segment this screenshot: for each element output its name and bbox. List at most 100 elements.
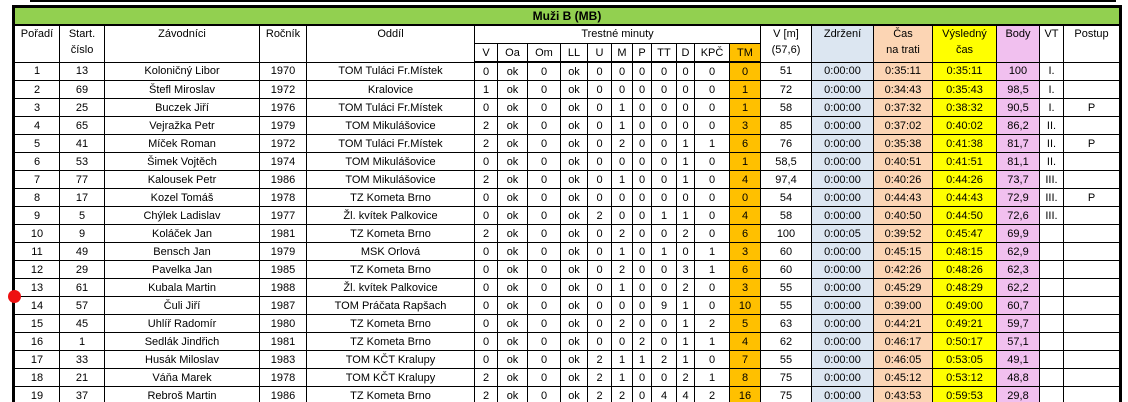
cell-pen-ll: ok	[560, 134, 588, 153]
cell-competitor-name: Chýlek Ladislav	[104, 206, 260, 225]
col-header-v-m: V [m] (57,6)	[760, 24, 812, 63]
cell-track-time: 0:40:26	[873, 170, 933, 189]
cell-pen-oa: ok	[497, 278, 528, 297]
cell-competitor-name: Kalousek Petr	[104, 170, 260, 189]
cell-track-time: 0:40:51	[873, 152, 933, 171]
cell-pen-kpc: 1	[694, 260, 730, 279]
cell-pen-kpc: 1	[694, 332, 730, 351]
cell-pen-oa: ok	[497, 242, 528, 261]
category-banner-row: Muži B (MB)	[13, 6, 1121, 26]
red-marker-dot	[8, 290, 21, 303]
cell-pen-tm: 1	[729, 98, 761, 117]
cell-pen-tm: 0	[729, 61, 761, 81]
cell-pen-ll: ok	[560, 278, 588, 297]
cell-pen-d: 1	[676, 332, 695, 351]
cell-pen-tm: 1	[729, 152, 761, 171]
cell-pen-d: 2	[676, 278, 695, 297]
cell-pen-tm: 6	[729, 134, 761, 153]
cell-pen-m: 1	[611, 170, 633, 189]
cell-pen-ll: ok	[560, 260, 588, 279]
cell-result-time: 0:49:00	[932, 296, 997, 315]
cell-pen-om: 0	[527, 278, 561, 297]
col-header-competitors: Závodníci	[104, 24, 260, 63]
cell-points: 86,2	[996, 116, 1040, 135]
cell-pen-d: 1	[676, 134, 695, 153]
cell-pen-kpc: 0	[694, 188, 730, 207]
cell-birth-year: 1986	[259, 386, 307, 402]
cell-club: MSK Orlová	[306, 242, 475, 261]
cell-pen-v: 0	[474, 332, 498, 351]
cell-pen-u: 0	[587, 332, 612, 351]
cell-track-time: 0:44:21	[873, 314, 933, 333]
cell-birth-year: 1986	[259, 170, 307, 189]
cell-points: 73,7	[996, 170, 1040, 189]
cell-pen-kpc: 0	[694, 278, 730, 297]
cell-vt	[1039, 224, 1064, 243]
cell-pen-oa: ok	[497, 314, 528, 333]
cell-competitor-name: Husák Miloslav	[104, 350, 260, 369]
cell-start-number: 65	[59, 116, 105, 135]
cell-pen-v: 2	[474, 134, 498, 153]
cell-delay: 0:00:00	[811, 206, 874, 225]
cell-v-m: 76	[760, 134, 812, 153]
table-row: 8 17 Kozel Tomáš 1978 TZ Kometa Brno 0 ok 0 ok 0 0…	[13, 188, 1121, 207]
cell-pen-d: 4	[676, 386, 695, 402]
cell-pen-d: 2	[676, 224, 695, 243]
results-tbody: 1 13 Koloničný Libor 1970 TOM Tuláci Fr.Míst…	[13, 61, 1121, 402]
cell-pen-om: 0	[527, 134, 561, 153]
cell-pen-om: 0	[527, 332, 561, 351]
cell-vt: II.	[1039, 116, 1064, 135]
cell-points: 49,1	[996, 350, 1040, 369]
cell-pen-u: 0	[587, 296, 612, 315]
cell-pen-d: 1	[676, 314, 695, 333]
cell-start-number: 37	[59, 386, 105, 402]
cell-pen-m: 2	[611, 224, 633, 243]
cell-track-time: 0:45:12	[873, 368, 933, 387]
cell-points: 62,2	[996, 278, 1040, 297]
cell-delay: 0:00:00	[811, 368, 874, 387]
cell-result-time: 0:44:50	[932, 206, 997, 225]
cell-rank: 16	[13, 332, 60, 351]
cell-pen-kpc: 2	[694, 314, 730, 333]
cell-pen-ll: ok	[560, 170, 588, 189]
cell-pen-kpc: 0	[694, 116, 730, 135]
cell-pen-u: 0	[587, 170, 612, 189]
cell-pen-oa: ok	[497, 386, 528, 402]
cell-pen-tt: 0	[651, 80, 677, 99]
table-row: 11 49 Bensch Jan 1979 MSK Orlová 0 ok 0 ok 0 1 0 1 0 1…	[13, 242, 1121, 261]
results-table: Muži B (MB) Pořadí Start. číslo Závodníc…	[12, 5, 1122, 402]
cell-delay: 0:00:00	[811, 242, 874, 261]
cell-pen-tm: 7	[729, 350, 761, 369]
cell-competitor-name: Vejražka Petr	[104, 116, 260, 135]
cell-track-time: 0:35:11	[873, 61, 933, 81]
cell-pen-p: 1	[632, 350, 652, 369]
cell-start-number: 17	[59, 188, 105, 207]
cell-advance	[1063, 206, 1121, 225]
cell-pen-v: 0	[474, 296, 498, 315]
cell-start-number: 5	[59, 206, 105, 225]
cell-pen-d: 0	[676, 80, 695, 99]
cell-result-time: 0:35:11	[932, 61, 997, 81]
cell-club: TZ Kometa Brno	[306, 386, 475, 402]
cell-pen-kpc: 0	[694, 350, 730, 369]
cell-vt	[1039, 332, 1064, 351]
cell-points: 60,7	[996, 296, 1040, 315]
cell-rank: 19	[13, 386, 60, 402]
cell-club: TOM Práčata Rapšach	[306, 296, 475, 315]
cell-club: Žl. kvítek Palkovice	[306, 278, 475, 297]
cell-start-number: 41	[59, 134, 105, 153]
cell-pen-ll: ok	[560, 296, 588, 315]
cell-advance	[1063, 152, 1121, 171]
cell-pen-tt: 9	[651, 296, 677, 315]
cell-competitor-name: Míček Roman	[104, 134, 260, 153]
cell-club: TOM KČT Kralupy	[306, 350, 475, 369]
cell-rank: 7	[13, 170, 60, 189]
cell-result-time: 0:40:02	[932, 116, 997, 135]
col-header-pen-oa: Oa	[497, 43, 528, 63]
cell-advance: P	[1063, 98, 1121, 117]
cell-pen-oa: ok	[497, 98, 528, 117]
cell-pen-m: 0	[611, 80, 633, 99]
cell-vt	[1039, 242, 1064, 261]
cell-pen-p: 0	[632, 170, 652, 189]
